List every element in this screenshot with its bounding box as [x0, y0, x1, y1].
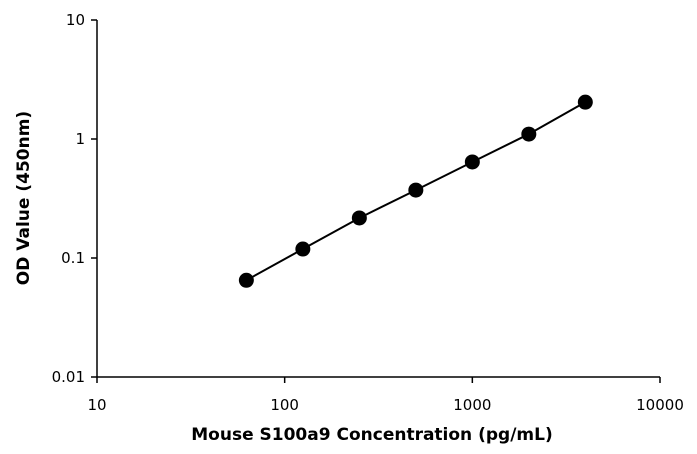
x-tick-label: 100: [270, 396, 299, 414]
y-tick-label: 1: [75, 130, 85, 148]
data-point: [295, 241, 311, 257]
x-tick-label: 10000: [636, 396, 684, 414]
x-tick-label: 10: [87, 396, 106, 414]
data-point: [521, 126, 537, 142]
data-point: [238, 272, 254, 288]
data-point: [464, 154, 480, 170]
data-point: [408, 182, 424, 198]
y-axis-label: OD Value (450nm): [14, 111, 34, 285]
data-point: [351, 210, 367, 226]
axes: 10 100 1000 10000 0.01 0.1 1 10: [52, 11, 684, 414]
x-tick-label: 1000: [453, 396, 491, 414]
y-tick-label: 0.1: [61, 249, 85, 267]
y-tick-label: 10: [66, 11, 85, 29]
data-marks: [238, 94, 593, 288]
data-point: [577, 94, 593, 110]
x-axis-label: Mouse S100a9 Concentration (pg/mL): [191, 425, 552, 445]
y-tick-label: 0.01: [52, 368, 85, 386]
